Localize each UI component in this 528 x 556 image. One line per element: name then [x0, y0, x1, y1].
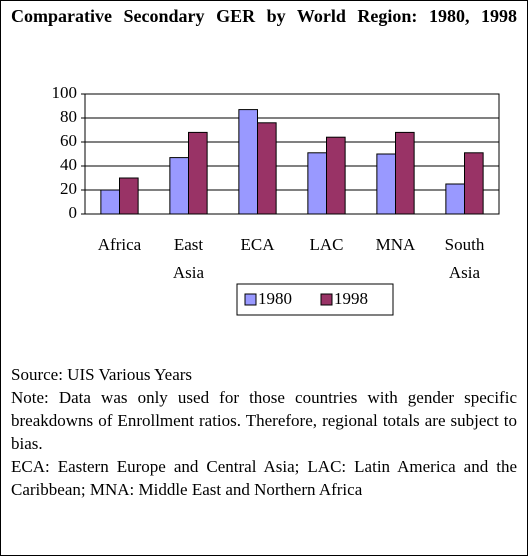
x-tick-label: Africa [98, 235, 142, 254]
x-tick-label-line: Asia [449, 263, 481, 282]
y-tick-label: 80 [60, 107, 77, 126]
bar [119, 177, 139, 215]
x-tick-label-line: Africa [98, 235, 142, 254]
chart: 0 20 40 60 80 100 Africa East Asia ECA LAC MNA South… [52, 83, 500, 316]
x-tick-label-line: LAC [310, 235, 344, 254]
bar [307, 152, 327, 215]
bar [169, 157, 189, 215]
legend-swatch [320, 293, 333, 306]
x-tick-label-line: MNA [376, 235, 416, 254]
bar [188, 131, 208, 215]
bar [100, 189, 121, 215]
x-tick-label-line: South [445, 235, 485, 254]
y-tick-label: 100 [52, 83, 78, 102]
note: ECA: Eastern Europe and Central Asia; LA… [11, 457, 517, 499]
notes: Source: UIS Various Years Note: Data was… [11, 363, 517, 501]
bar [395, 131, 415, 215]
plot-area [84, 93, 500, 215]
x-tick-label: South Asia [445, 235, 485, 282]
bar [257, 122, 277, 215]
legend-label: 1998 [334, 289, 368, 308]
x-tick-label-line: ECA [241, 235, 276, 254]
note: Note: Data was only used for those count… [11, 388, 517, 453]
bar [376, 153, 396, 215]
x-tick-label-line: Asia [173, 263, 205, 282]
y-tick-label: 0 [69, 203, 78, 222]
legend-label: 1980 [258, 289, 292, 308]
legend-box [236, 283, 394, 316]
y-tick-label: 60 [60, 131, 77, 150]
x-tick-label: LAC [310, 235, 344, 254]
source: Source: UIS Various Years [11, 365, 193, 384]
chart-title: Comparative Secondary GER by World Regio… [11, 6, 517, 26]
x-tick-label: East Asia [173, 235, 205, 282]
x-tick-label: MNA [376, 235, 416, 254]
bar [445, 183, 465, 215]
bar [326, 136, 346, 215]
bar [238, 109, 258, 215]
y-tick-label: 40 [60, 155, 77, 174]
legend-swatch [244, 293, 257, 306]
x-tick-label-line: East [174, 235, 204, 254]
y-tick-label: 20 [60, 179, 77, 198]
bar [464, 152, 484, 215]
x-tick-label: ECA [241, 235, 276, 254]
